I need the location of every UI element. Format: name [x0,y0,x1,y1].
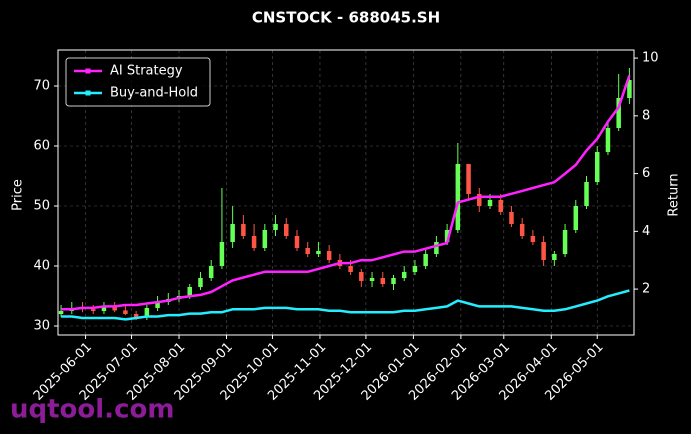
candle-body [262,230,268,248]
candle-body [401,272,407,278]
candle-body [198,278,203,287]
candle-body [219,242,225,266]
candle-body [487,200,493,206]
y2-tick-label: 10 [642,51,659,66]
candle-body [58,311,64,314]
y-axis-label: Price [11,179,26,211]
candle-body [90,309,96,311]
candle-body [466,164,471,194]
candle-body [273,224,278,230]
watermark: uqtool.com [10,395,174,425]
series-line [61,75,631,311]
candle-body [477,194,482,206]
candle-body [444,230,450,242]
candle-body [284,224,289,236]
candle-body [359,272,364,281]
candle-body [305,248,310,254]
candle-body [155,302,160,308]
candle-body [123,310,128,314]
candle-body [423,254,428,266]
legend-label: AI Strategy [110,64,183,79]
legend-marker [85,68,91,74]
legend-marker [85,90,91,96]
candle-body [541,242,546,260]
candle-body [573,206,579,230]
candle-body [208,266,214,278]
candle-body [616,98,621,128]
candle-body [326,251,332,260]
candle-body [434,242,439,254]
candle-body [241,224,246,236]
y2-tick-label: 4 [642,224,650,239]
y-tick-label: 60 [33,139,50,154]
candle-body [101,306,107,311]
candle-body [133,314,139,317]
candle-body [530,236,536,242]
candle-body [230,224,235,242]
y-tick-label: 70 [33,79,50,94]
candle-body [584,182,589,206]
candle-body [552,254,557,260]
legend-label: Buy-and-Hold [110,86,198,101]
y-tick-label: 40 [33,259,50,274]
candle-body [498,200,503,212]
candle-body [605,128,611,152]
y-tick-label: 50 [33,199,50,214]
y2-tick-label: 6 [642,166,650,181]
candle-body [369,278,375,281]
candle-body [509,212,514,224]
candle-body [294,236,300,248]
candle-body [594,152,600,182]
candle-body [562,230,568,254]
plot-frame [57,49,635,336]
candle-body [519,224,525,236]
y2-axis-label: Return [667,173,682,216]
y2-tick-label: 8 [642,108,650,123]
candle-body [251,236,257,248]
chart-title: CNSTOCK - 688045.SH [252,9,440,27]
y2-tick-label: 2 [642,282,650,297]
candle-body [112,306,117,311]
series-line [61,289,630,321]
candle-body [391,278,396,284]
candle-body [187,287,192,296]
candle-body [348,266,353,272]
candle-body [412,266,418,272]
candle-body [380,278,386,284]
candle-body [455,164,461,230]
candle-body [144,308,150,317]
y-tick-label: 30 [33,319,50,334]
candle-body [316,251,321,254]
candle-body [627,80,632,98]
